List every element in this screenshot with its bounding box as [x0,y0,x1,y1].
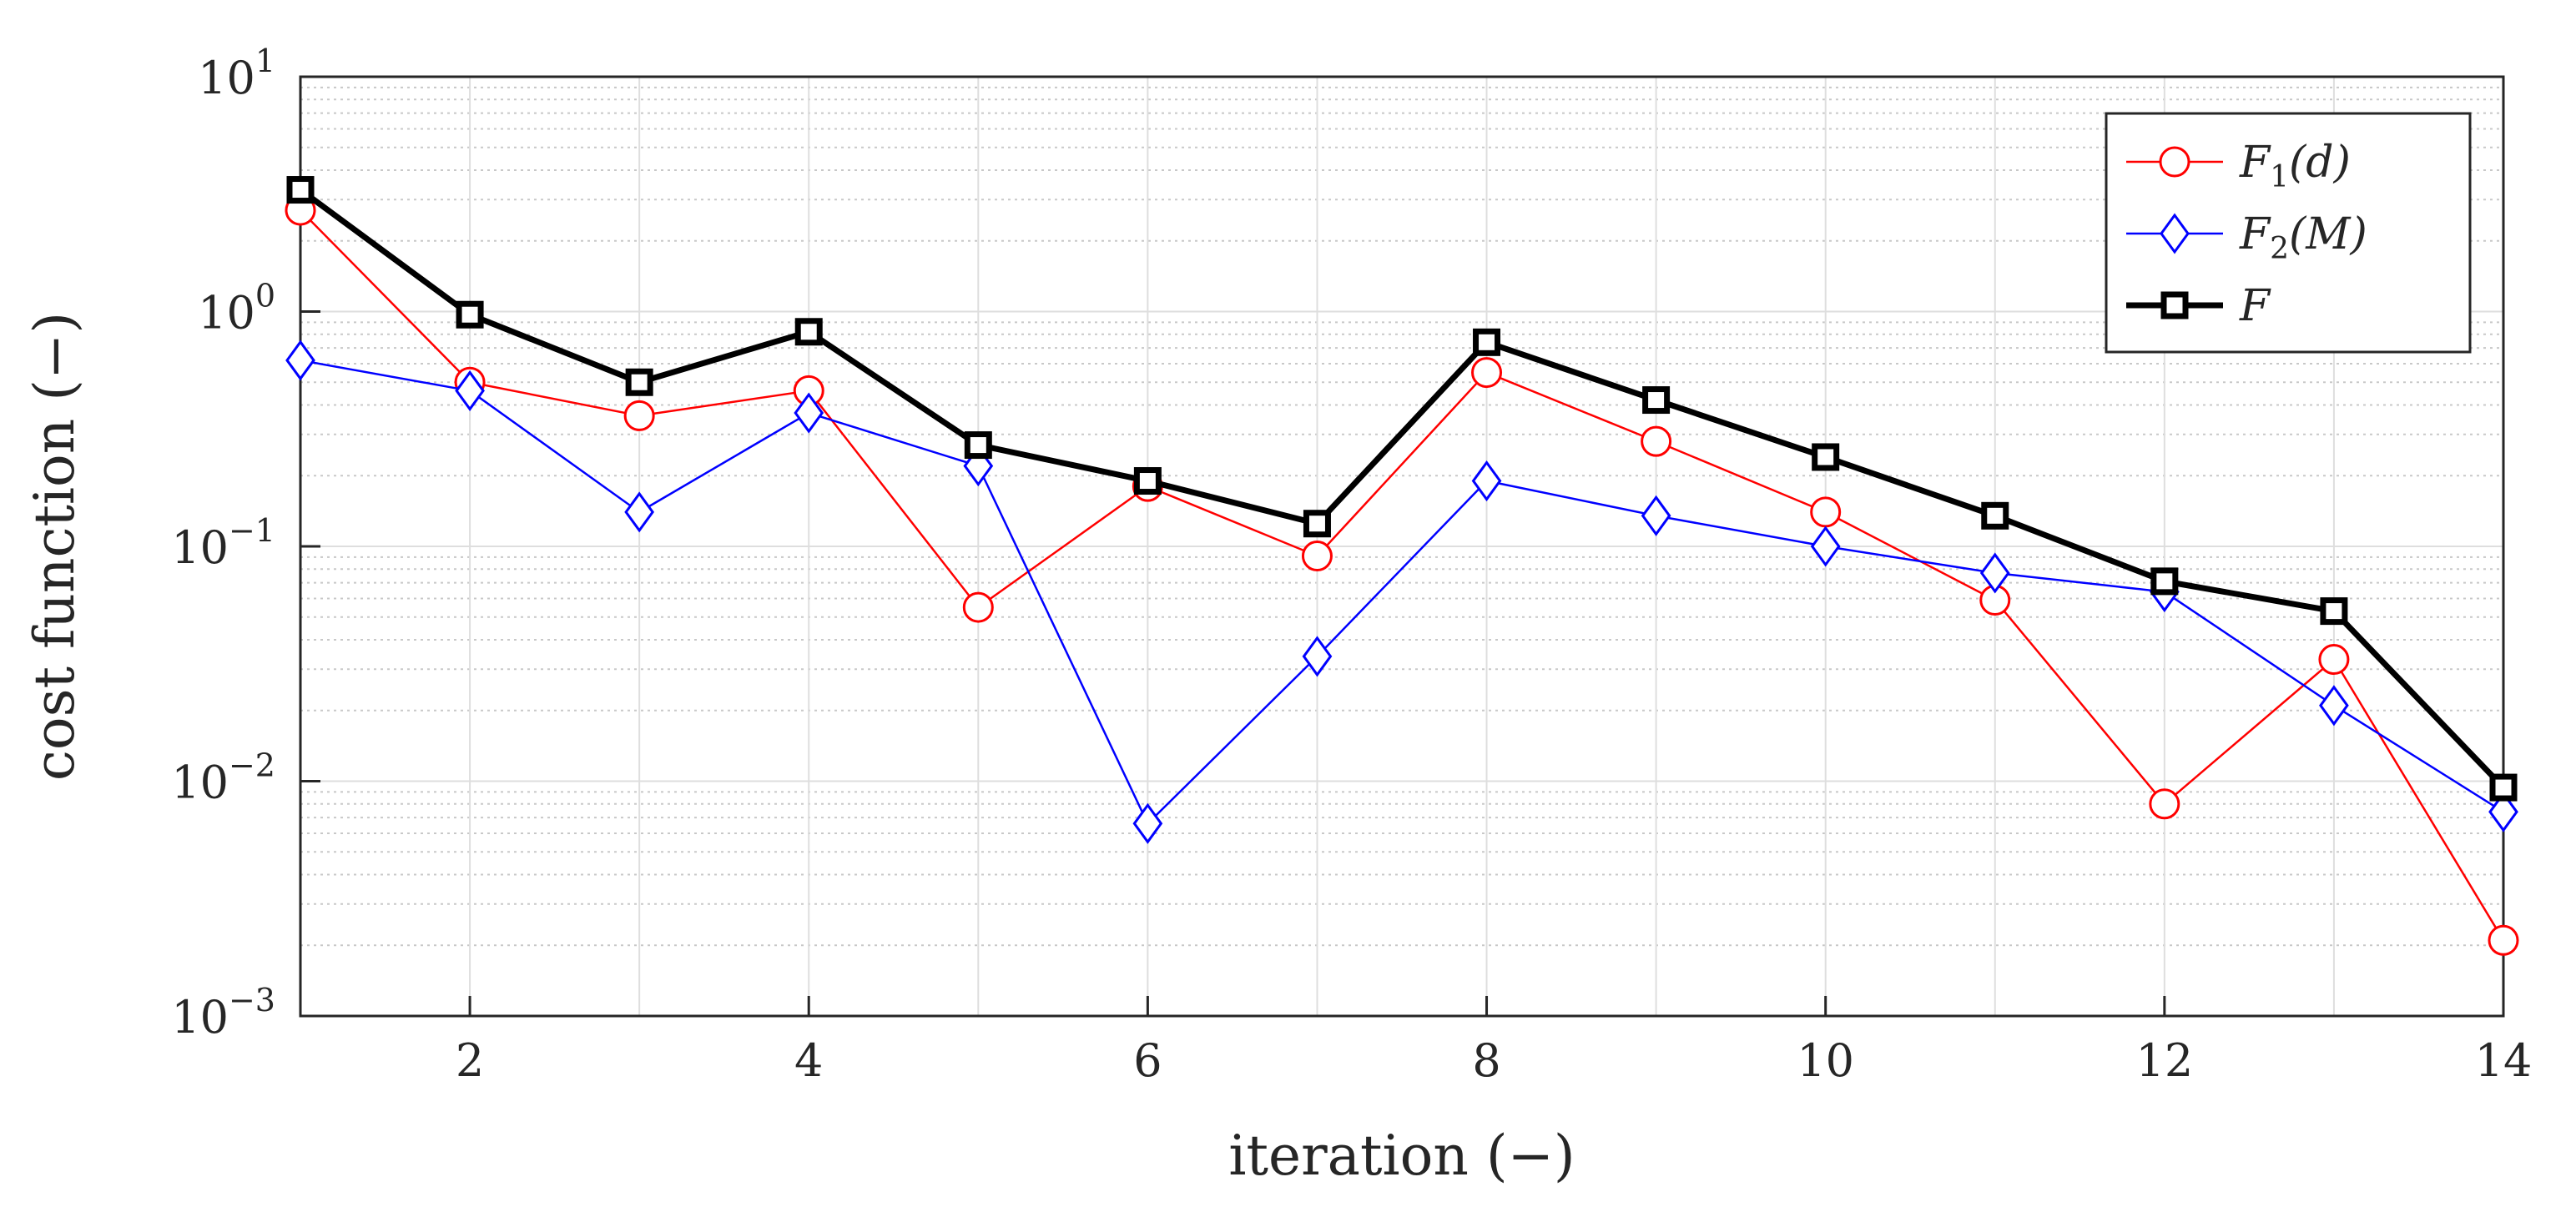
axis-ticks: 2 4 6 8 10 12 14 10−3 10−2 10−1 100 101 [171,43,2532,1087]
series-f1-d-point [1471,357,1503,389]
series-f2-m-point [2319,685,2349,727]
legend-marker [2160,291,2189,319]
series-f1-d-point [2488,924,2519,956]
legend-marker [2159,146,2190,178]
series-f2-m-point [1302,636,1333,677]
series-f2-m-point [1810,526,1841,567]
y-tick-label: 10−3 [171,982,275,1044]
series-f2-m-point [2488,791,2518,832]
series-f1-d-line [300,209,2505,941]
series-f-point [1812,443,1840,471]
y-tick-label: 100 [198,278,275,339]
series-f1-d-point [623,400,655,431]
series-f-point [794,318,823,346]
series-f1-d-point [1301,541,1333,572]
series-f2-m-point [1132,802,1163,844]
series-f-point [1473,328,1501,356]
legend-marker [2160,213,2190,254]
series-f2-m-point [1979,552,2010,594]
y-tick-label: 10−2 [171,747,275,809]
series-f2-m-point [285,339,315,381]
legend-label: F [2239,281,2271,331]
x-tick-label: 8 [1472,1034,1500,1087]
series-f2-m-point [624,491,655,533]
series-f-point [2320,597,2348,626]
series-f2-m-point [1471,460,1502,502]
series-f-point [964,431,992,460]
x-tick-label: 12 [2135,1034,2193,1087]
series-f1-d-point [962,591,994,623]
legend-label: F1(d) [2239,138,2351,194]
series-f-line [298,187,2506,790]
x-tick-label: 14 [2475,1034,2533,1087]
legend: F1(d) F2(M) F [2105,112,2472,354]
series-f2-m-point [794,392,824,434]
x-tick-label: 2 [456,1034,484,1087]
series-f2-m-point [455,370,485,411]
series-f1-d-point [1810,496,1842,528]
series-f1-d-point [1641,425,1672,457]
series-f2-m-line [300,359,2504,825]
series-f-point [2150,567,2179,596]
series-f-point [286,176,315,204]
series-f-point [1981,501,2009,530]
series-f-point [2489,773,2518,802]
series-f2-m-point [1641,495,1671,536]
series-f-point [1642,386,1671,415]
y-axis-title: cost function (−) [23,312,87,781]
y-tick-label: 101 [198,43,275,104]
series-f1-d-point [2318,644,2350,676]
series-f [286,176,2518,802]
x-tick-label: 6 [1133,1034,1162,1087]
series-f-point [625,368,653,396]
series-f1-d-point [2149,788,2180,820]
series-f-point [456,300,484,329]
series-f2-m [285,339,2518,844]
series [285,176,2519,956]
series-f-point [1133,467,1162,495]
x-tick-label: 4 [794,1034,823,1087]
series-f-point [1303,510,1331,538]
legend-label: F2(M) [2239,209,2367,266]
x-axis-title: iteration (−) [1228,1124,1575,1188]
y-tick-label: 10−1 [171,512,275,574]
x-tick-label: 10 [1797,1034,1854,1087]
